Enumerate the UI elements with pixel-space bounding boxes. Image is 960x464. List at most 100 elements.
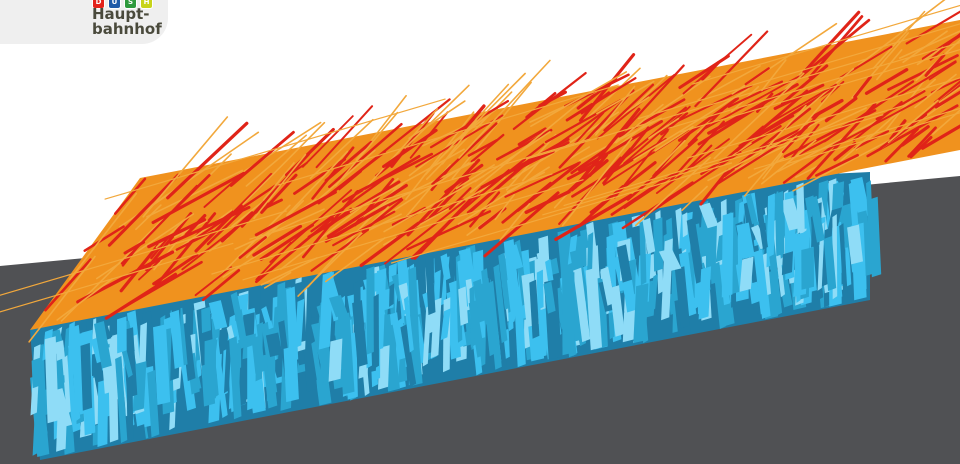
red-line (771, 83, 837, 123)
orange-streak (104, 98, 446, 200)
red-line (660, 112, 689, 136)
red-line (176, 173, 211, 208)
red-line (324, 196, 402, 243)
blue-column (39, 363, 47, 426)
orange-line (231, 200, 265, 227)
orange-line (441, 119, 478, 165)
orange-streak (0, 242, 234, 313)
red-line (588, 153, 608, 177)
orange-line (565, 146, 591, 162)
orange-line (242, 121, 326, 206)
red-line (152, 253, 199, 286)
tram-badge-icon: H (140, 0, 153, 9)
orange-line (681, 185, 708, 211)
red-line (259, 223, 314, 261)
blue-column (809, 195, 825, 243)
blue-column (353, 280, 361, 327)
red-line (566, 175, 586, 194)
red-line (184, 213, 207, 237)
orange-line (135, 204, 162, 231)
red-line (384, 200, 466, 265)
red-line (429, 99, 510, 149)
blue-column (373, 293, 379, 369)
blue-column (658, 248, 682, 272)
blue-column (509, 297, 519, 325)
blue-column (204, 338, 216, 402)
red-line (252, 224, 303, 257)
blue-column (32, 371, 43, 456)
red-line (466, 157, 533, 215)
orange-line (713, 72, 805, 160)
red-line (203, 176, 240, 208)
orange-line (234, 208, 325, 250)
blue-column (486, 280, 502, 370)
blue-column (311, 340, 326, 406)
sbahn-badge-icon: S (124, 0, 137, 9)
red-line (933, 80, 960, 104)
red-line (151, 171, 246, 225)
orange-line (212, 204, 291, 283)
orange-streak (211, 173, 553, 275)
blue-column (536, 269, 544, 310)
red-line (409, 111, 449, 159)
orange-line (474, 131, 551, 183)
blue-column (639, 220, 647, 286)
red-line (332, 210, 396, 247)
orange-line (872, 10, 926, 70)
orange-streak (277, 84, 619, 186)
red-line (669, 120, 725, 182)
orange-line (153, 228, 188, 271)
orange-streak (563, 104, 905, 206)
red-line (338, 170, 363, 191)
orange-line (458, 59, 551, 159)
orange-line (451, 81, 532, 180)
blue-column (115, 356, 128, 443)
orange-line (260, 257, 318, 286)
red-line (467, 139, 498, 157)
red-line (782, 139, 842, 184)
orange-line (634, 74, 668, 107)
blue-column (153, 324, 171, 405)
blue-column (573, 267, 591, 343)
red-line (255, 241, 292, 281)
red-line (114, 177, 147, 215)
red-line (361, 198, 404, 233)
blue-column (769, 253, 783, 316)
red-line (781, 112, 820, 154)
blue-column (126, 379, 134, 442)
red-line (324, 140, 373, 182)
blue-column (31, 357, 41, 389)
orange-line (56, 277, 113, 321)
orange-streak (542, 114, 884, 216)
orange-line (840, 134, 871, 162)
red-line (301, 115, 354, 168)
orange-line (155, 219, 186, 249)
red-line (566, 160, 602, 181)
blue-column (169, 309, 184, 369)
red-line (594, 77, 637, 104)
orange-line (404, 84, 470, 149)
red-line (887, 54, 959, 91)
red-line (138, 259, 161, 281)
red-line (929, 32, 960, 61)
blue-column (699, 202, 719, 229)
orange-line (142, 131, 260, 213)
red-line (602, 126, 650, 185)
red-line (685, 144, 713, 172)
blue-column (97, 379, 109, 447)
red-line (909, 135, 933, 159)
blue-column (147, 370, 160, 438)
orange-streak (692, 4, 960, 85)
blue-column (847, 224, 863, 265)
ubahn-badge-icon: U (108, 0, 121, 9)
red-line (596, 73, 676, 140)
blue-column (774, 191, 785, 257)
blue-column (283, 345, 299, 403)
red-line (833, 141, 857, 162)
red-line (512, 71, 587, 131)
blue-column (279, 294, 288, 322)
blue-column (261, 306, 273, 332)
red-line (44, 258, 92, 312)
blue-column (616, 244, 633, 283)
